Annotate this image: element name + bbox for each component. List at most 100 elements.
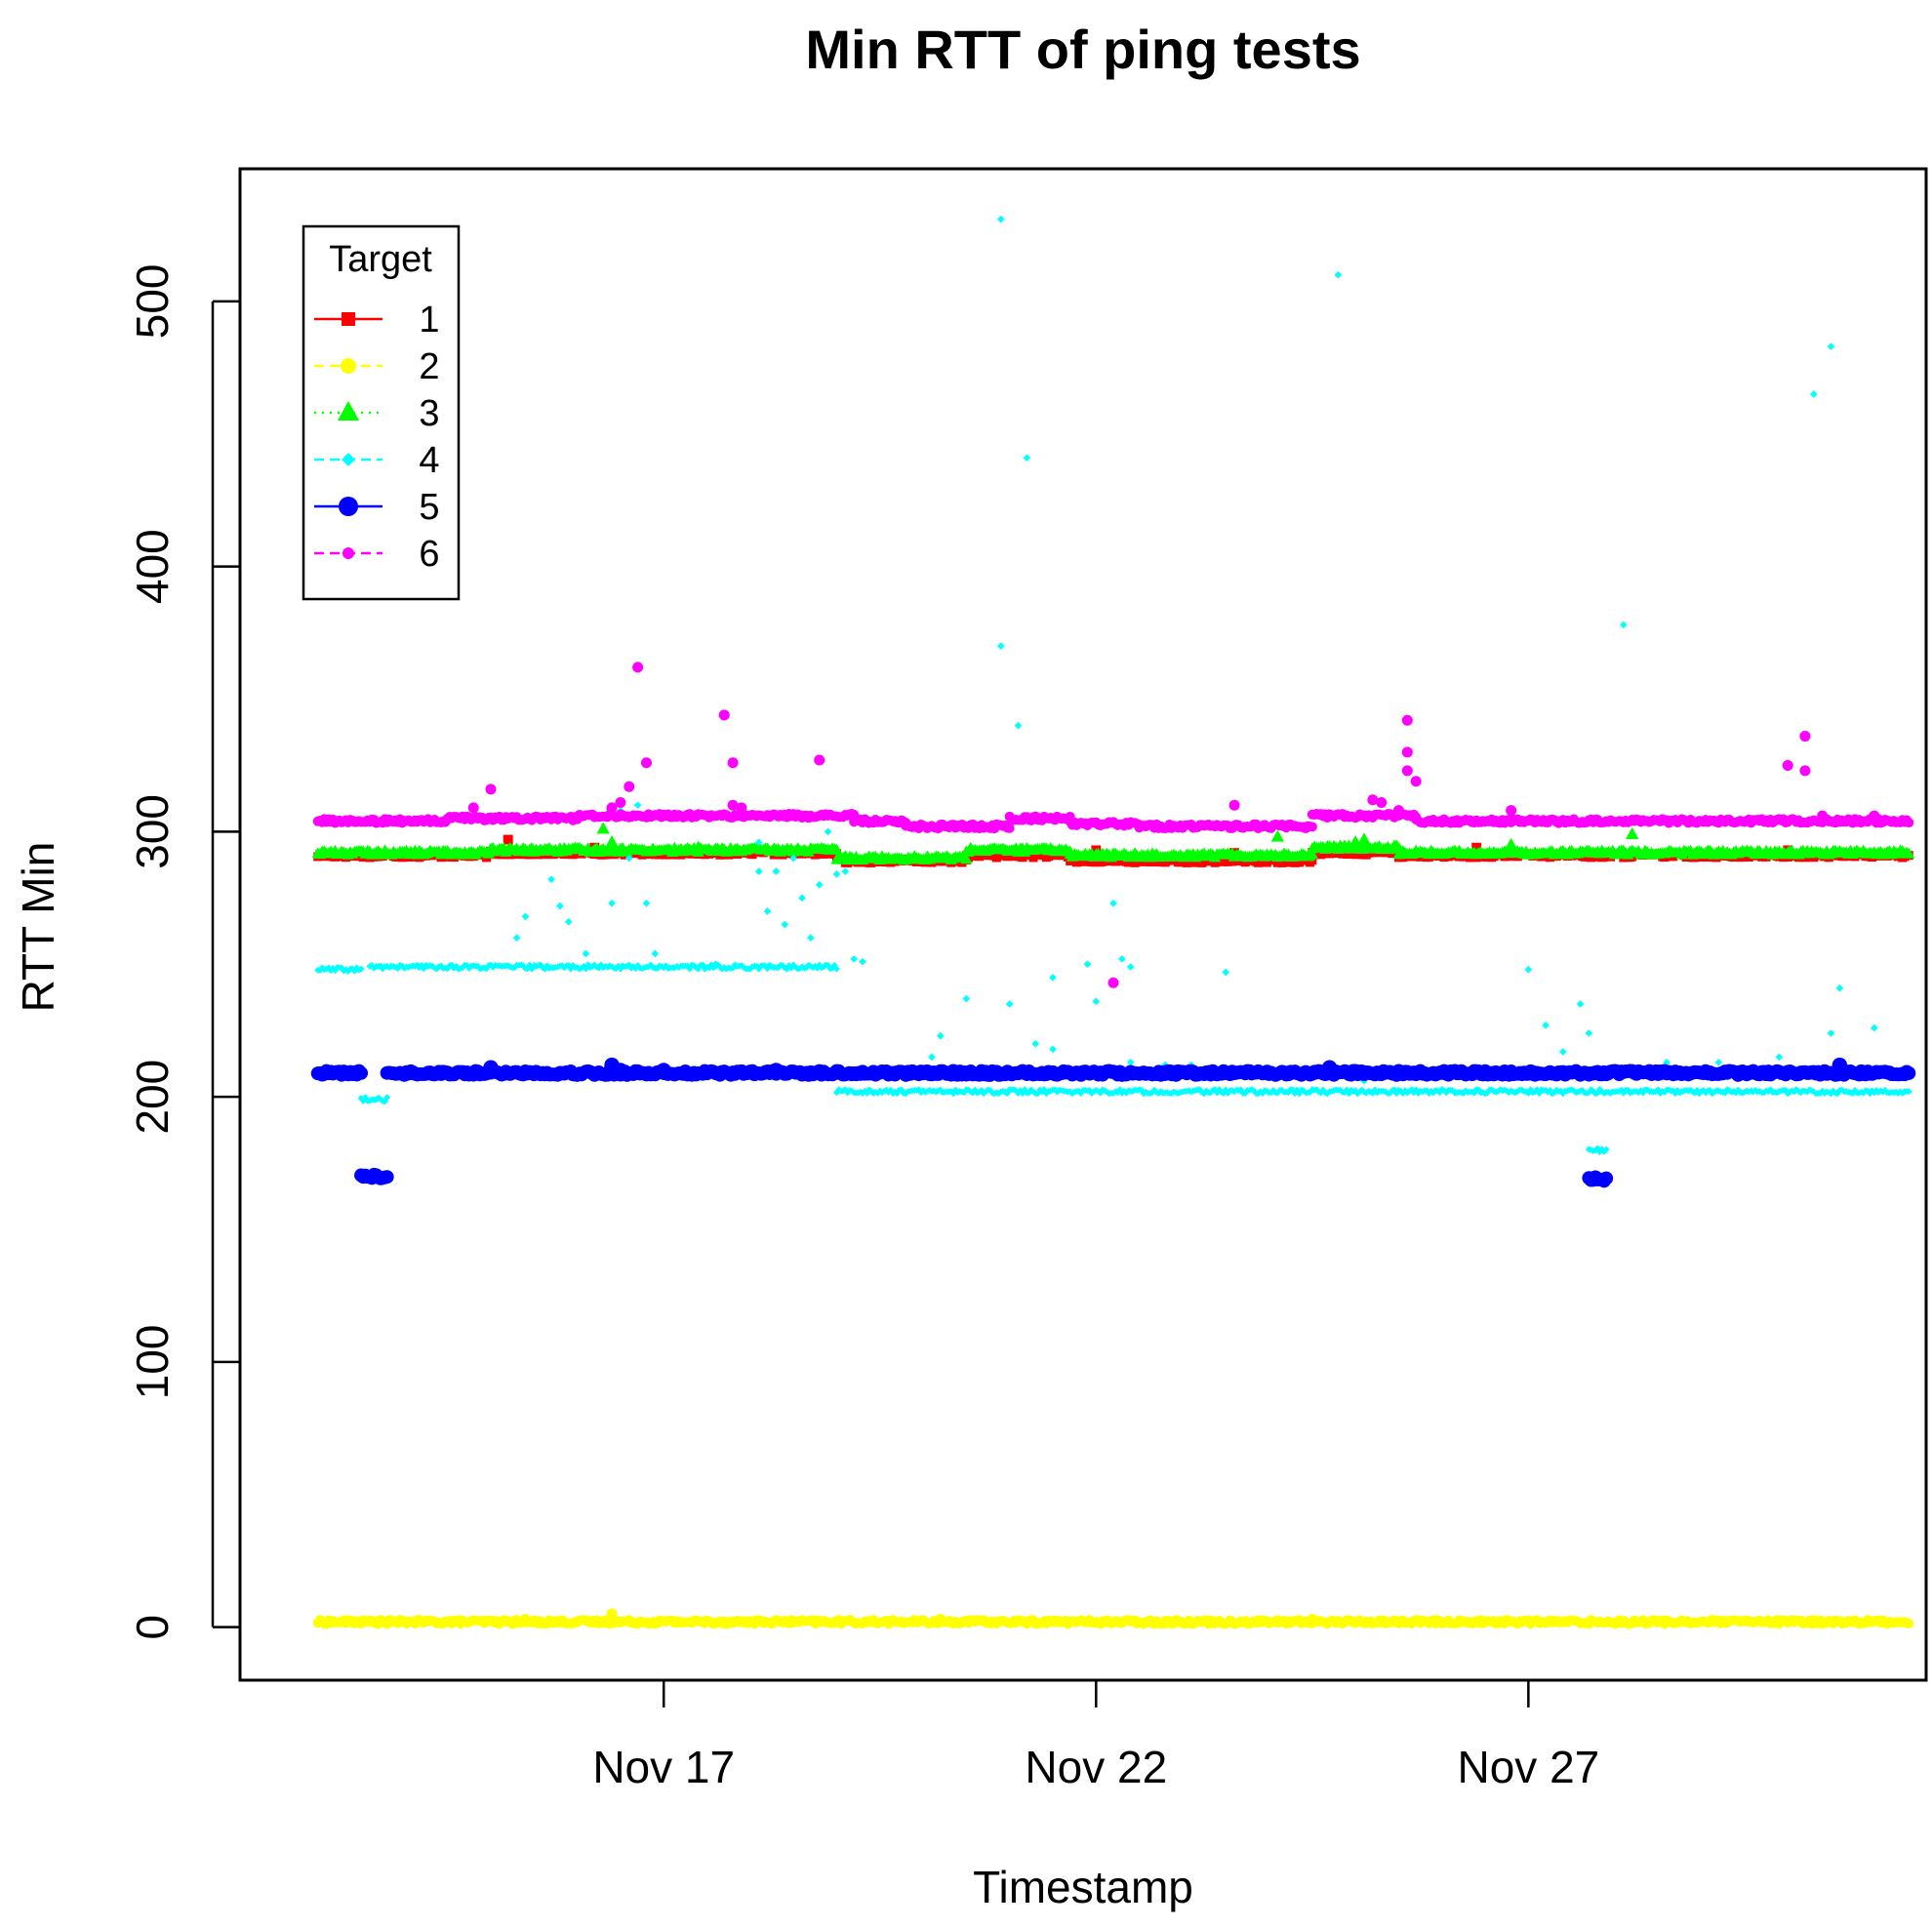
data-point (1228, 799, 1240, 811)
data-point (483, 1060, 499, 1075)
data-point (380, 1170, 394, 1185)
data-point (1905, 1088, 1912, 1096)
data-point (1049, 1045, 1057, 1054)
y-tick-label: 300 (127, 794, 178, 869)
data-point (1401, 765, 1413, 777)
data-point (519, 1613, 531, 1625)
data-point (815, 880, 824, 889)
data-point (1357, 832, 1371, 845)
legend-item-2: 2 (314, 346, 440, 387)
data-point (798, 894, 806, 903)
data-point (547, 875, 555, 884)
y-axis-label: RTT Min (13, 842, 63, 1013)
data-point (613, 1063, 628, 1078)
data-point (485, 783, 497, 795)
data-point (1869, 810, 1880, 822)
data-point (1376, 796, 1388, 808)
data-point (781, 920, 789, 929)
data-point (807, 934, 815, 942)
data-point (582, 949, 590, 958)
data-point (1392, 805, 1404, 817)
chart-title: Min RTT of ping tests (805, 19, 1360, 80)
data-point (624, 854, 633, 863)
data-point (1049, 974, 1057, 982)
data-point (1599, 1171, 1614, 1185)
series-2 (312, 1608, 1914, 1629)
x-tick-label: Nov 27 (1457, 1742, 1599, 1792)
y-tick-label: 0 (127, 1615, 178, 1640)
series-4 (314, 215, 1912, 1156)
data-point (1904, 1618, 1914, 1628)
data-point (772, 867, 781, 875)
series-5 (310, 1057, 1916, 1188)
data-point (1270, 829, 1285, 842)
legend-item-6: 6 (314, 534, 440, 575)
legend-marker (342, 453, 355, 466)
data-point (962, 994, 971, 1003)
data-point (1092, 997, 1101, 1006)
legend-marker (342, 547, 354, 559)
data-point (651, 949, 660, 958)
data-points (310, 215, 1916, 1629)
data-point (727, 757, 739, 769)
legend-item-5: 5 (314, 487, 440, 528)
legend-box (302, 224, 461, 601)
data-point (1902, 1065, 1916, 1080)
x-axis-label: Timestamp (973, 1862, 1193, 1912)
data-point (1903, 847, 1915, 859)
data-point (467, 802, 479, 814)
y-tick-label: 500 (127, 264, 178, 340)
data-point (711, 960, 720, 969)
data-point (859, 957, 866, 966)
x-tick-label: Nov 17 (592, 1742, 735, 1792)
legend-item-3: 3 (314, 393, 440, 434)
data-point (1307, 822, 1317, 832)
data-point (1126, 1058, 1135, 1066)
data-point (832, 965, 840, 973)
data-point (1005, 1000, 1014, 1008)
data-point (718, 709, 730, 721)
data-point (754, 867, 763, 875)
data-point (1023, 454, 1031, 462)
data-point (1602, 1145, 1610, 1153)
data-point (1401, 746, 1413, 758)
data-point (1401, 714, 1413, 726)
data-point (1775, 1053, 1784, 1062)
data-point (556, 902, 564, 910)
data-point (633, 801, 642, 810)
data-point (1799, 765, 1811, 777)
data-point (1827, 1029, 1835, 1037)
x-axis: Nov 17 Nov 22 Nov 27 (592, 1678, 1599, 1792)
data-point (768, 1063, 785, 1078)
legend-label: 2 (419, 346, 439, 387)
data-point (830, 843, 843, 855)
data-point (1504, 837, 1518, 850)
legend-label: 3 (419, 393, 439, 434)
data-point (564, 917, 573, 926)
data-point (1126, 963, 1135, 971)
data-point (1831, 1057, 1848, 1073)
data-point (1558, 1048, 1567, 1056)
data-point (727, 799, 739, 811)
legend-label: 1 (419, 300, 439, 341)
data-point (1585, 1029, 1593, 1037)
legend-marker (339, 497, 358, 516)
data-point (1004, 823, 1015, 833)
data-point (736, 802, 747, 814)
y-tick-label: 400 (127, 529, 178, 604)
plot-frame (238, 167, 1928, 1682)
data-point (512, 934, 521, 942)
data-point (1782, 759, 1793, 771)
data-point (1014, 721, 1023, 730)
legend-marker (341, 358, 356, 374)
legend-label: 6 (419, 534, 439, 575)
data-point (814, 754, 825, 766)
data-point (1306, 848, 1318, 860)
legend-marker (338, 401, 359, 421)
data-point (1904, 818, 1914, 828)
data-point (605, 834, 619, 848)
data-point (832, 870, 841, 878)
data-point (615, 796, 626, 808)
